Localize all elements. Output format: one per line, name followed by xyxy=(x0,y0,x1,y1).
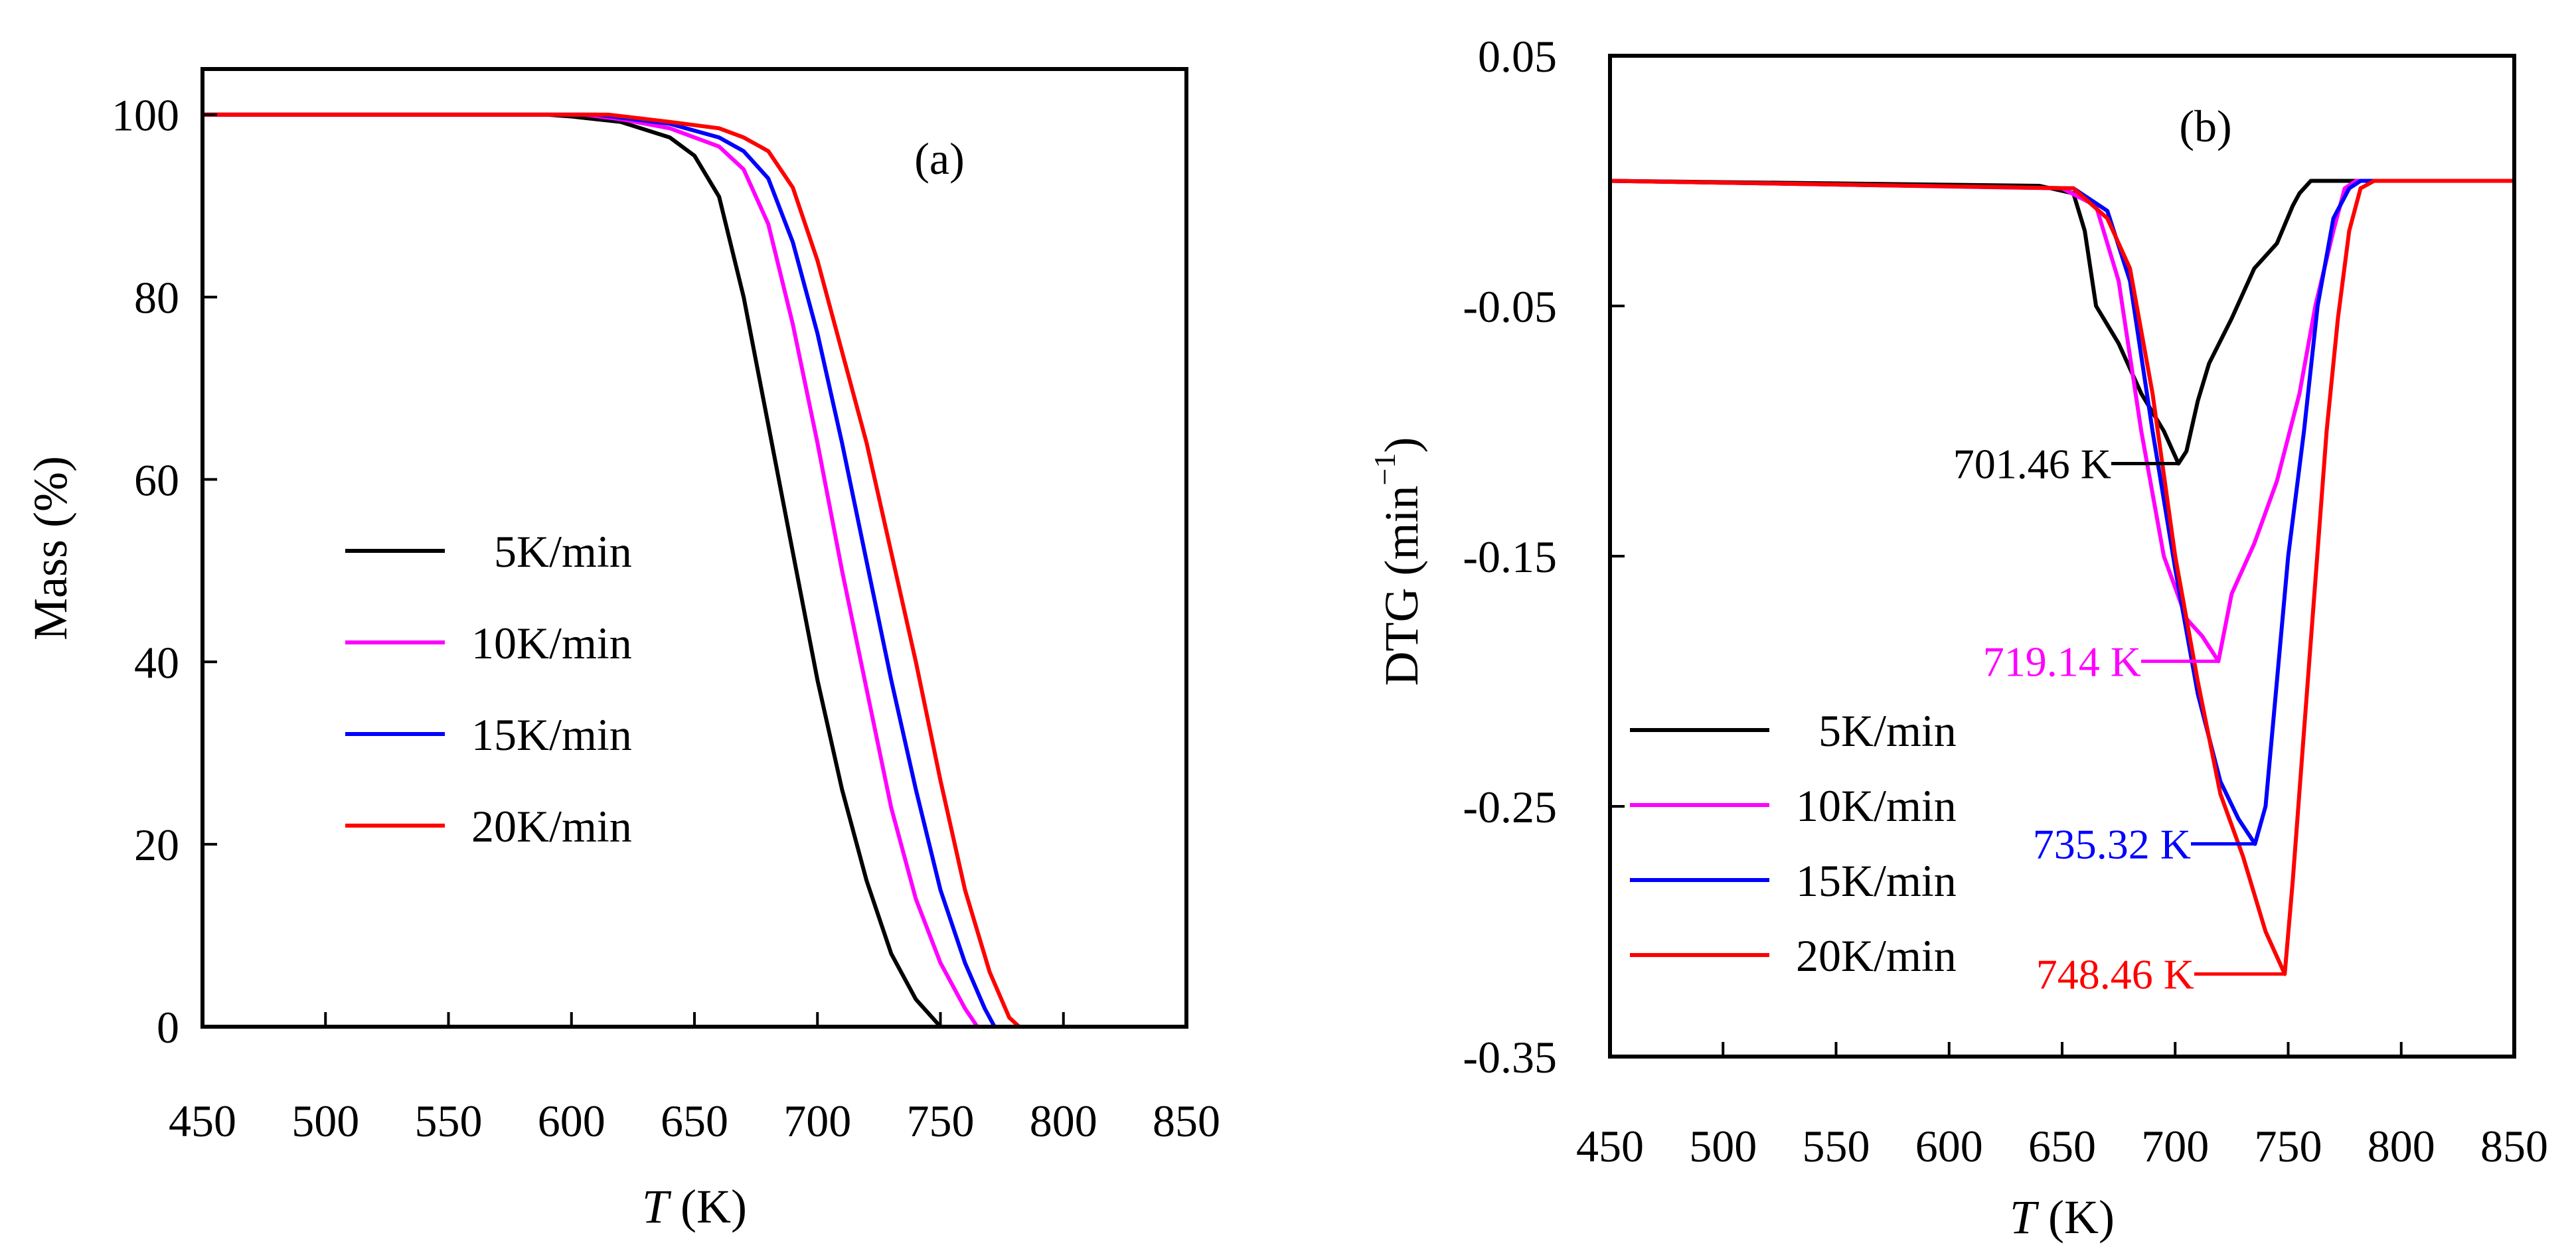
panel-b-series-line-15k-min xyxy=(1609,179,2514,846)
panel-b-legend-label-5k-min: 5K/min xyxy=(1818,705,1957,756)
panel-a-legend-label-20k-min: 20K/min xyxy=(471,801,632,851)
panel-b-legend-label-10k-min: 10K/min xyxy=(1796,780,1957,831)
panel-a-ticks: 450 500 550 600 650 700 750 800 850 0 20 40 60 80 100 xyxy=(112,90,1220,1146)
panel-b-annotation-label: 748.46 K xyxy=(2036,951,2194,998)
panel-b-annotation-label: 701.46 K xyxy=(1953,441,2111,488)
panel-b-annotation-label: 719.14 K xyxy=(1983,638,2141,685)
panel-b-x-tick-label: 450 xyxy=(1576,1121,1644,1171)
panel-a-x-tick-label: 850 xyxy=(1153,1096,1220,1146)
panel-a-x-tick-label: 650 xyxy=(661,1096,728,1146)
panel-b-ticks: 450 500 550 600 650 700 750 800 850 0.05 -0.05 -0.1… xyxy=(1463,31,2548,1171)
panel-b-y-tick-label: -0.05 xyxy=(1463,281,1557,332)
panel-b-x-tick-label: 850 xyxy=(2480,1121,2548,1171)
panel-b-y-axis-label-main: DTG (min xyxy=(1375,485,1428,686)
panel-a-x-axis-label-unit: (K) xyxy=(669,1180,747,1233)
panel-a-y-tick-label: 20 xyxy=(134,820,179,870)
panel-a-x-tick-label: 700 xyxy=(783,1096,851,1146)
panel-b-x-axis-label-unit: (K) xyxy=(2036,1191,2115,1244)
panel-b-x-tick-label: 800 xyxy=(2368,1121,2435,1171)
panel-a-x-axis-label: T (K) xyxy=(642,1180,747,1233)
panel-a-legend-label-5k-min: 5K/min xyxy=(494,526,632,577)
panel-b-x-tick-label: 700 xyxy=(2141,1121,2209,1171)
panel-b-series-line-20k-min xyxy=(1609,179,2514,976)
panel-b-y-tick-label: -0.35 xyxy=(1463,1032,1557,1082)
panel-a-series-line-10k-min xyxy=(202,112,1186,1029)
panel-b-y-axis-label-close: ) xyxy=(1375,437,1428,453)
panel-a-x-axis-label-var: T xyxy=(642,1180,672,1233)
panel-b-dtg-chart: 450 500 550 600 650 700 750 800 850 0.05 -0.05 -0.1… xyxy=(1368,31,2548,1244)
panel-b-legend-label-20k-min: 20K/min xyxy=(1796,930,1957,981)
panel-b-annotation-label: 735.32 K xyxy=(2033,821,2191,868)
panel-b-annotations: 701.46 K 719.14 K 735.32 K 748.46 K xyxy=(1953,441,2285,998)
panel-b-x-axis-label: T (K) xyxy=(2010,1191,2115,1244)
panel-b-series-line-10k-min xyxy=(1609,179,2514,664)
panel-b-y-tick-label: 0.05 xyxy=(1478,31,1557,82)
panel-a-series-line-20k-min xyxy=(202,112,1186,1029)
panel-a-plot-frame xyxy=(201,67,1188,1029)
panel-a-series-line-5k-min xyxy=(202,112,1186,1029)
panel-b-plot-frame xyxy=(1608,54,2516,1059)
panel-a-y-axis-label: Mass (%) xyxy=(24,456,77,640)
panel-b-x-tick-label: 750 xyxy=(2255,1121,2322,1171)
panel-b-label: (b) xyxy=(2179,101,2231,151)
panel-a-legend-label-10k-min: 10K/min xyxy=(471,618,632,668)
panel-a-legend-label-15k-min: 15K/min xyxy=(471,709,632,760)
panel-a-x-tick-label: 550 xyxy=(415,1096,483,1146)
panel-b-y-axis-label-sup: −1 xyxy=(1368,453,1402,486)
panel-b-y-tick-label: -0.15 xyxy=(1463,532,1557,582)
panel-b-x-axis-label-var: T xyxy=(2010,1191,2040,1244)
panel-a-x-tick-label: 500 xyxy=(291,1096,359,1146)
panel-a-x-tick-label: 750 xyxy=(907,1096,975,1146)
panel-b-legend-label-15k-min: 15K/min xyxy=(1796,855,1957,906)
panel-a-x-tick-label: 800 xyxy=(1030,1096,1097,1146)
panel-a-series-group xyxy=(202,112,1186,1029)
panel-a-x-tick-label: 600 xyxy=(538,1096,605,1146)
panel-a-y-tick-label: 0 xyxy=(157,1002,179,1053)
panel-b-legend: 5K/min 10K/min 15K/min 20K/min xyxy=(1630,705,1957,981)
panel-a-y-tick-label: 40 xyxy=(134,637,179,688)
panel-a-y-tick-label: 80 xyxy=(134,273,179,323)
panel-a-series-line-15k-min xyxy=(202,112,1186,1029)
panel-b-series-line-5k-min xyxy=(1609,179,2514,466)
panel-a-label: (a) xyxy=(914,133,964,184)
panel-a-y-tick-label: 60 xyxy=(134,455,179,505)
panel-a-mass-chart: 450 500 550 600 650 700 750 800 850020406080100 … xyxy=(24,67,1220,1233)
panel-b-x-tick-label: 500 xyxy=(1689,1121,1757,1171)
panel-b-y-axis-label: DTG (min−1) xyxy=(1368,437,1428,686)
panel-a-legend: 5K/min 10K/min 15K/min 20K/min xyxy=(345,526,632,851)
panel-b-x-tick-label: 550 xyxy=(1803,1121,1870,1171)
panel-a-y-tick-label: 100 xyxy=(112,90,179,141)
panel-b-y-tick-label: -0.25 xyxy=(1463,782,1557,832)
panel-a-x-tick-label: 450 xyxy=(169,1096,236,1146)
panel-b-x-tick-label: 600 xyxy=(1915,1121,1983,1171)
panel-b-x-tick-label: 650 xyxy=(2028,1121,2096,1171)
